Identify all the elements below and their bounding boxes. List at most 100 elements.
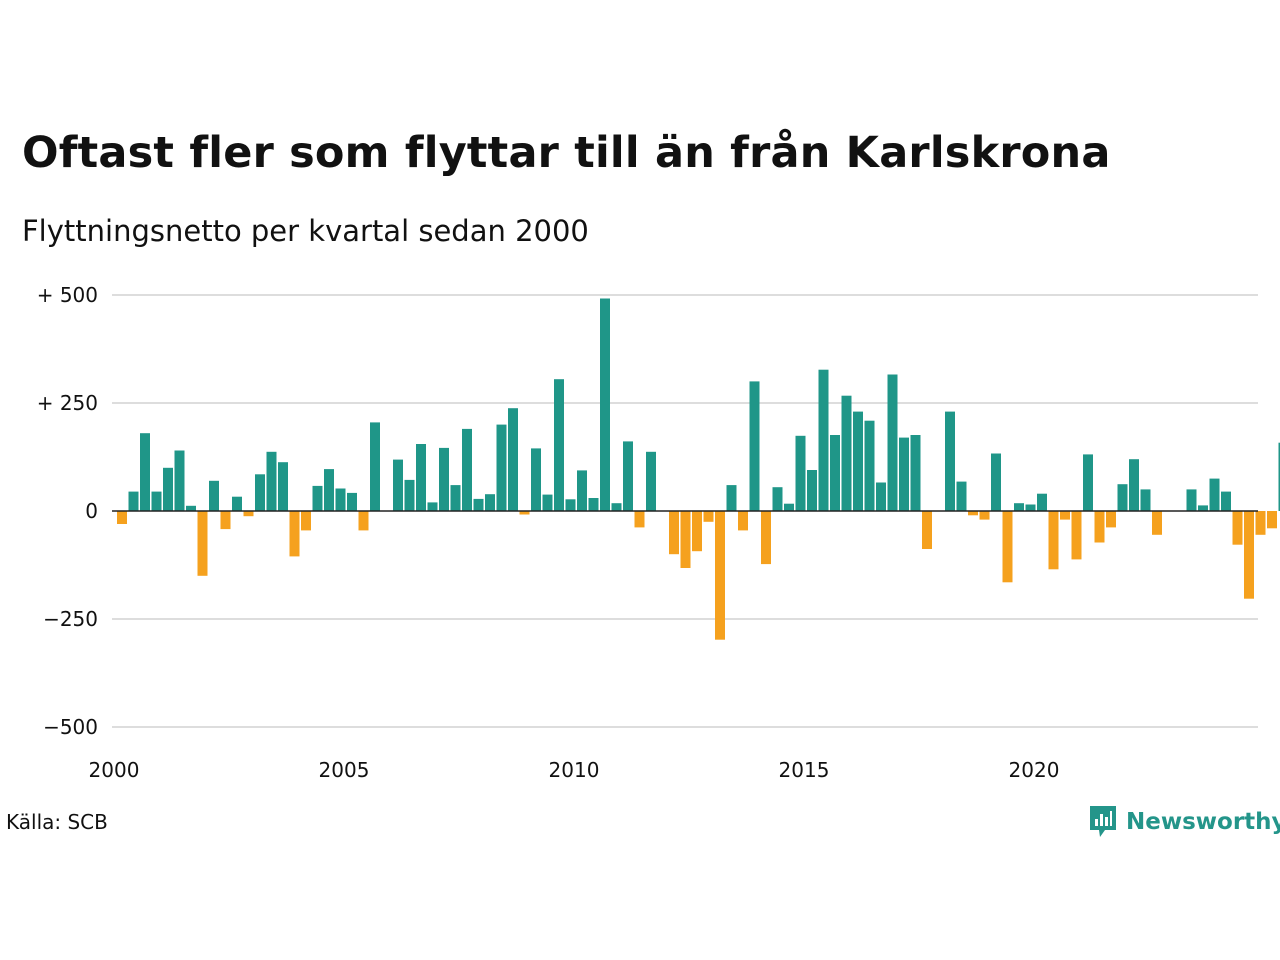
bar — [738, 511, 748, 531]
bar — [726, 485, 737, 511]
bar — [1232, 511, 1243, 545]
brand-logo: Newsworthy — [1088, 804, 1280, 840]
x-tick-label: 2000 — [89, 758, 140, 782]
x-axis-labels: 2000 2005 2010 2015 2020 — [89, 758, 1060, 782]
bar — [531, 448, 541, 511]
gridlines — [112, 294, 1258, 728]
bar — [554, 379, 564, 511]
bar — [209, 480, 219, 511]
bar — [646, 451, 656, 511]
bar — [795, 435, 806, 511]
bars — [117, 298, 1280, 640]
bar — [197, 511, 208, 576]
bar — [1152, 511, 1162, 535]
bar — [1094, 511, 1105, 543]
bar — [669, 511, 679, 555]
bar — [312, 485, 323, 511]
bar — [634, 511, 645, 528]
brand-name: Newsworthy — [1126, 809, 1280, 835]
bar — [1002, 511, 1013, 583]
bar — [508, 408, 518, 511]
bar — [1129, 459, 1139, 511]
bar — [761, 511, 771, 565]
bar — [1025, 504, 1036, 511]
bar — [749, 381, 760, 511]
bar — [623, 441, 633, 511]
bar — [243, 511, 254, 517]
bar — [887, 374, 898, 511]
bar — [439, 447, 449, 511]
x-tick-label: 2010 — [549, 758, 600, 782]
bar — [692, 511, 702, 552]
bar — [588, 498, 599, 511]
bar — [899, 437, 909, 511]
bar — [519, 511, 530, 515]
y-axis-labels: + 500 + 250 0 −250 −500 — [37, 283, 98, 739]
x-tick-label: 2015 — [779, 758, 830, 782]
bar — [1106, 511, 1116, 528]
bar — [841, 395, 852, 511]
chart-title: Oftast fler som flyttar till än från Kar… — [22, 128, 1111, 178]
bar — [818, 369, 829, 511]
bar — [784, 503, 794, 511]
bar — [220, 511, 231, 530]
bar — [266, 451, 277, 511]
bar — [335, 488, 346, 511]
bar — [1209, 478, 1220, 511]
bar — [370, 422, 380, 511]
bar — [577, 470, 587, 511]
bar — [404, 479, 415, 511]
x-tick-label: 2005 — [319, 758, 370, 782]
bar — [910, 435, 921, 511]
bar — [473, 498, 484, 511]
bar — [1186, 489, 1197, 511]
bar — [876, 482, 886, 511]
bar — [945, 411, 955, 511]
x-tick-label: 2020 — [1009, 758, 1060, 782]
bar — [174, 450, 185, 511]
bar — [1071, 511, 1082, 560]
bar — [232, 496, 242, 511]
bar — [1014, 503, 1024, 511]
bar — [979, 511, 990, 520]
y-tick-label: 0 — [85, 499, 98, 523]
bar — [1060, 511, 1070, 520]
bar — [324, 469, 334, 511]
bar — [140, 433, 150, 511]
bar — [255, 474, 265, 511]
bar — [1198, 505, 1208, 511]
y-tick-label: −500 — [43, 715, 98, 739]
y-tick-label: −250 — [43, 607, 98, 631]
bar — [416, 444, 426, 511]
y-tick-label: + 250 — [37, 391, 98, 415]
chart-subtitle: Flyttningsnetto per kvartal sedan 2000 — [22, 214, 589, 248]
bar — [968, 511, 978, 516]
bar — [450, 485, 461, 511]
bar — [1037, 493, 1047, 511]
bar — [496, 424, 507, 511]
bar — [922, 511, 932, 549]
bar — [1255, 511, 1266, 535]
bar — [1048, 511, 1059, 570]
bar — [542, 494, 553, 511]
bar-chart: + 500 + 250 0 −250 −500 2000 2005 2010 2015 2020 — [37, 283, 1280, 782]
bar — [427, 502, 438, 511]
y-tick-label: + 500 — [37, 283, 98, 307]
bar — [1117, 484, 1128, 511]
bar — [186, 505, 196, 511]
bar — [1267, 511, 1277, 529]
bar — [1083, 454, 1093, 511]
bar — [393, 459, 403, 511]
bar — [1221, 491, 1231, 511]
bar — [485, 494, 495, 511]
bar — [163, 467, 173, 511]
source-note: Källa: SCB — [6, 810, 108, 834]
bar — [358, 511, 369, 531]
bar — [117, 511, 127, 524]
bar — [680, 511, 691, 568]
bar — [278, 462, 288, 511]
bar — [864, 420, 875, 511]
bar-chart-speech-bubble-icon — [1090, 806, 1116, 837]
bar — [956, 481, 967, 511]
bar — [853, 411, 863, 511]
